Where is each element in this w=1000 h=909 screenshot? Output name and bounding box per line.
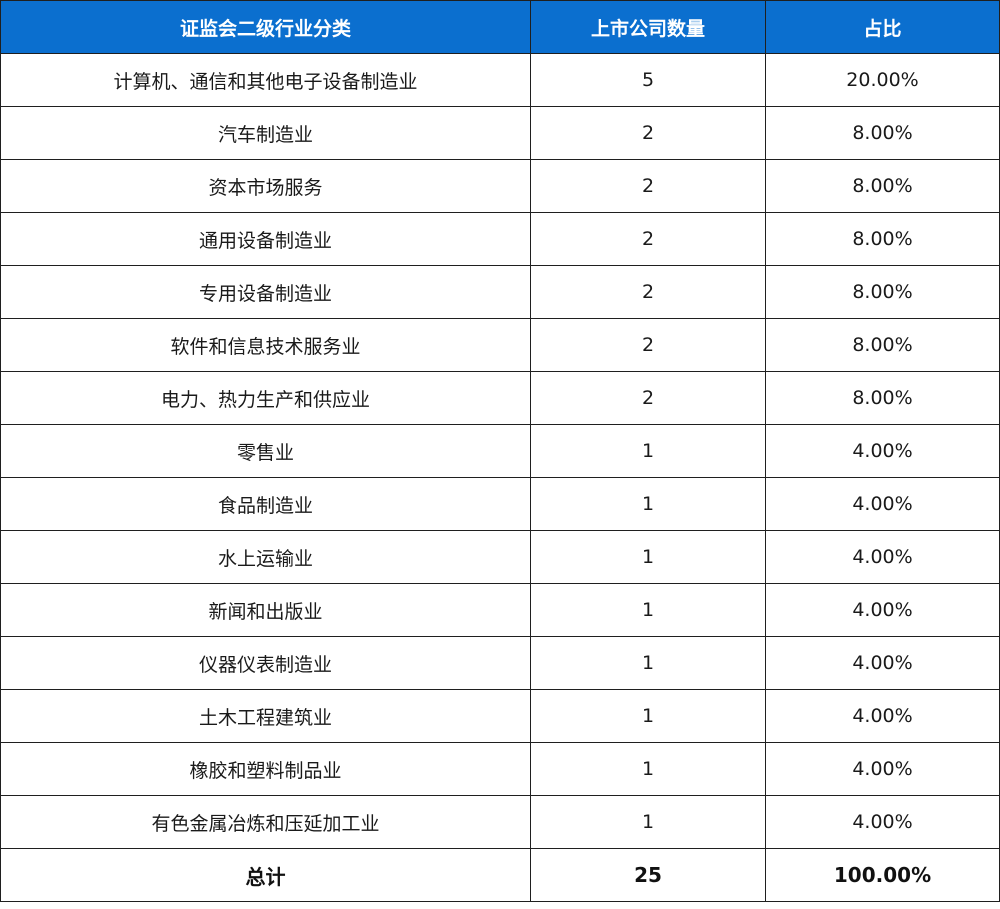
cell-industry: 电力、热力生产和供应业 xyxy=(0,371,531,425)
cell-count: 2 xyxy=(530,318,766,372)
total-share: 100.00% xyxy=(765,848,1000,902)
cell-count: 1 xyxy=(530,795,766,849)
cell-count: 5 xyxy=(530,53,766,107)
cell-industry: 土木工程建筑业 xyxy=(0,689,531,743)
cell-count: 1 xyxy=(530,689,766,743)
table-row: 土木工程建筑业 1 4.00% xyxy=(0,689,1000,743)
table-row: 资本市场服务 2 8.00% xyxy=(0,159,1000,213)
cell-industry: 专用设备制造业 xyxy=(0,265,531,319)
cell-share: 8.00% xyxy=(765,106,1000,160)
table-row: 新闻和出版业 1 4.00% xyxy=(0,583,1000,637)
table-row: 水上运输业 1 4.00% xyxy=(0,530,1000,584)
cell-share: 4.00% xyxy=(765,424,1000,478)
cell-industry: 软件和信息技术服务业 xyxy=(0,318,531,372)
cell-share: 20.00% xyxy=(765,53,1000,107)
cell-share: 4.00% xyxy=(765,530,1000,584)
table-body: 计算机、通信和其他电子设备制造业 5 20.00% 汽车制造业 2 8.00% 资本市场服务… xyxy=(0,53,1000,849)
header-row: 证监会二级行业分类 上市公司数量 占比 xyxy=(0,0,1000,54)
cell-count: 2 xyxy=(530,159,766,213)
table-row: 计算机、通信和其他电子设备制造业 5 20.00% xyxy=(0,53,1000,107)
cell-count: 2 xyxy=(530,212,766,266)
total-label: 总计 xyxy=(0,848,531,902)
table-row: 有色金属冶炼和压延加工业 1 4.00% xyxy=(0,795,1000,849)
header-count: 上市公司数量 xyxy=(530,0,766,54)
cell-count: 1 xyxy=(530,742,766,796)
cell-count: 2 xyxy=(530,106,766,160)
table-row: 软件和信息技术服务业 2 8.00% xyxy=(0,318,1000,372)
table-row: 电力、热力生产和供应业 2 8.00% xyxy=(0,371,1000,425)
cell-share: 4.00% xyxy=(765,742,1000,796)
total-count: 25 xyxy=(530,848,766,902)
cell-industry: 汽车制造业 xyxy=(0,106,531,160)
cell-industry: 资本市场服务 xyxy=(0,159,531,213)
cell-industry: 仪器仪表制造业 xyxy=(0,636,531,690)
cell-share: 4.00% xyxy=(765,795,1000,849)
cell-count: 1 xyxy=(530,424,766,478)
cell-count: 2 xyxy=(530,371,766,425)
table-row: 通用设备制造业 2 8.00% xyxy=(0,212,1000,266)
table-row: 汽车制造业 2 8.00% xyxy=(0,106,1000,160)
cell-count: 1 xyxy=(530,583,766,637)
cell-share: 8.00% xyxy=(765,212,1000,266)
cell-share: 4.00% xyxy=(765,689,1000,743)
cell-industry: 通用设备制造业 xyxy=(0,212,531,266)
cell-share: 4.00% xyxy=(765,477,1000,531)
table-row: 仪器仪表制造业 1 4.00% xyxy=(0,636,1000,690)
table-row: 食品制造业 1 4.00% xyxy=(0,477,1000,531)
cell-count: 1 xyxy=(530,636,766,690)
cell-count: 2 xyxy=(530,265,766,319)
table-row: 橡胶和塑料制品业 1 4.00% xyxy=(0,742,1000,796)
table-footer: 总计 25 100.00% xyxy=(0,848,1000,902)
cell-industry: 零售业 xyxy=(0,424,531,478)
header-industry: 证监会二级行业分类 xyxy=(0,0,531,54)
cell-industry: 水上运输业 xyxy=(0,530,531,584)
cell-industry: 计算机、通信和其他电子设备制造业 xyxy=(0,53,531,107)
total-row: 总计 25 100.00% xyxy=(0,848,1000,902)
cell-industry: 橡胶和塑料制品业 xyxy=(0,742,531,796)
cell-share: 8.00% xyxy=(765,159,1000,213)
cell-count: 1 xyxy=(530,530,766,584)
cell-share: 8.00% xyxy=(765,371,1000,425)
header-share: 占比 xyxy=(765,0,1000,54)
cell-industry: 新闻和出版业 xyxy=(0,583,531,637)
cell-industry: 食品制造业 xyxy=(0,477,531,531)
cell-industry: 有色金属冶炼和压延加工业 xyxy=(0,795,531,849)
table-header: 证监会二级行业分类 上市公司数量 占比 xyxy=(0,0,1000,54)
table-row: 专用设备制造业 2 8.00% xyxy=(0,265,1000,319)
cell-count: 1 xyxy=(530,477,766,531)
cell-share: 4.00% xyxy=(765,636,1000,690)
cell-share: 8.00% xyxy=(765,265,1000,319)
cell-share: 4.00% xyxy=(765,583,1000,637)
table-row: 零售业 1 4.00% xyxy=(0,424,1000,478)
cell-share: 8.00% xyxy=(765,318,1000,372)
